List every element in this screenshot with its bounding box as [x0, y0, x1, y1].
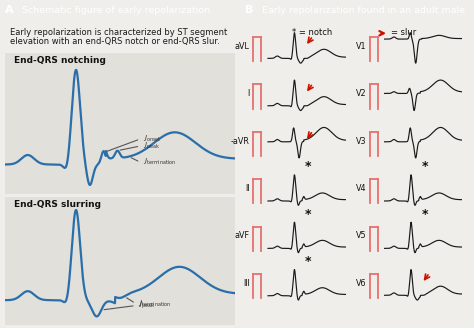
Text: V2: V2	[356, 89, 366, 98]
Text: aVL: aVL	[235, 42, 249, 51]
Text: V4: V4	[356, 184, 366, 193]
Text: V3: V3	[356, 137, 366, 146]
Text: V1: V1	[356, 42, 366, 51]
Text: Early repolarization is characterized by ST segment: Early repolarization is characterized by…	[9, 28, 227, 37]
Text: elevation with an end-QRS notch or end-QRS slur.: elevation with an end-QRS notch or end-Q…	[9, 37, 219, 46]
Text: $J_{\mathregular{termination}}$: $J_{\mathregular{termination}}$	[138, 298, 172, 309]
Text: *: *	[422, 160, 428, 173]
Bar	[5, 197, 235, 325]
Text: I: I	[247, 89, 249, 98]
Text: $J_{\mathregular{termination}}$: $J_{\mathregular{termination}}$	[143, 157, 176, 167]
Text: B: B	[246, 5, 254, 15]
Text: End-QRS notching: End-QRS notching	[14, 56, 106, 65]
Text: *: *	[305, 208, 312, 221]
Text: III: III	[243, 279, 249, 288]
Text: aVF: aVF	[235, 232, 249, 240]
Text: $J_{\mathregular{peak}}$: $J_{\mathregular{peak}}$	[138, 300, 155, 311]
Text: *: *	[422, 208, 428, 221]
Text: Schematic figure of early repolarization: Schematic figure of early repolarization	[21, 6, 210, 15]
Text: V6: V6	[356, 279, 366, 288]
Text: = slur: = slur	[391, 28, 417, 37]
Text: A: A	[5, 5, 13, 15]
Text: II: II	[245, 184, 249, 193]
Text: End-QRS slurring: End-QRS slurring	[14, 200, 101, 209]
Text: Early repolarization found in an adult male: Early repolarization found in an adult m…	[262, 6, 465, 15]
Text: $J_{\mathregular{peak}}$: $J_{\mathregular{peak}}$	[143, 140, 160, 152]
Text: V5: V5	[356, 232, 366, 240]
Bar	[5, 52, 235, 194]
Text: $J_{\mathregular{onset}}$: $J_{\mathregular{onset}}$	[143, 134, 162, 144]
Text: * = notch: * = notch	[292, 28, 332, 37]
Text: -aVR: -aVR	[231, 137, 249, 146]
Text: *: *	[305, 255, 312, 268]
Text: *: *	[305, 160, 312, 173]
